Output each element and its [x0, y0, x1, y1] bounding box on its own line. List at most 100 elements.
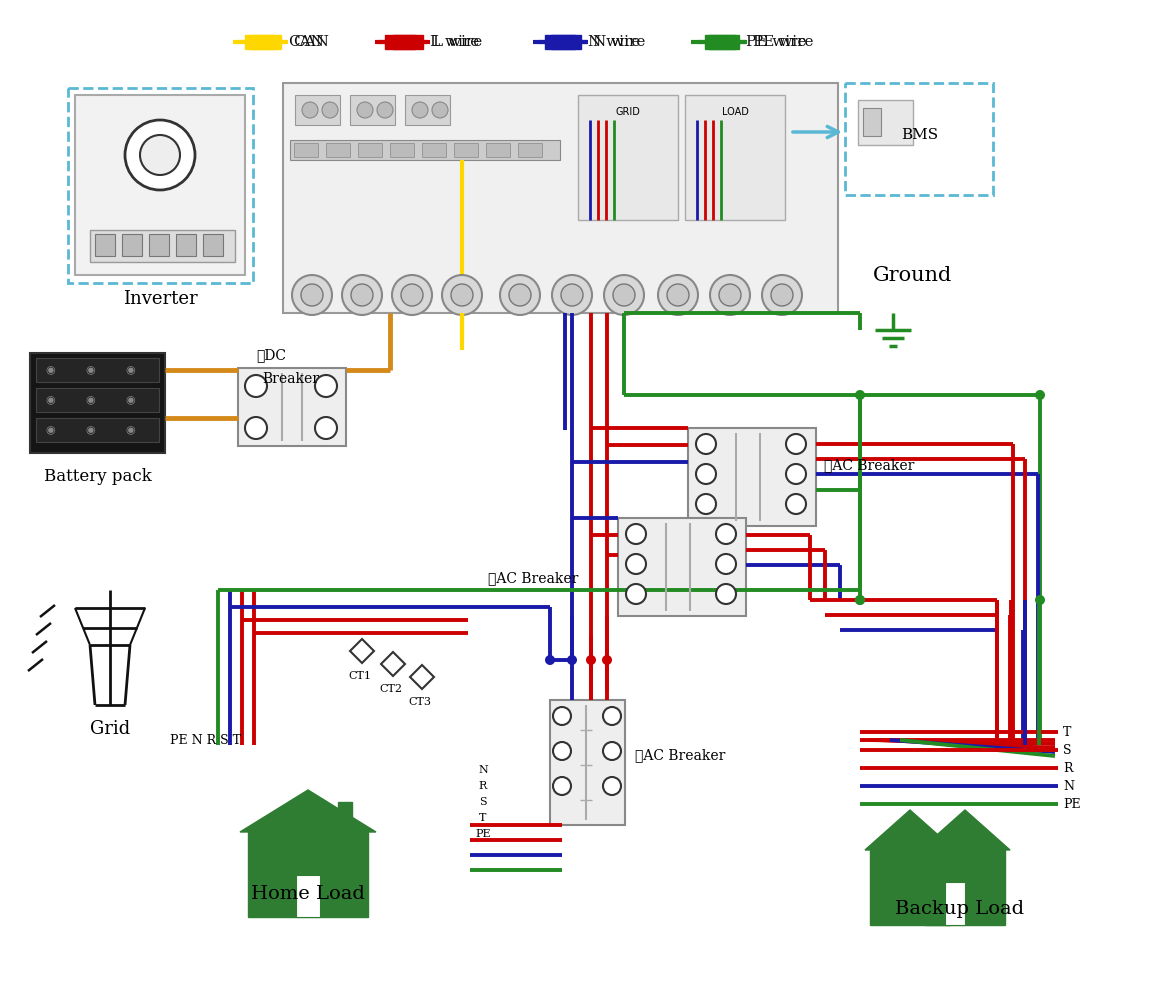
Text: ◉: ◉ [45, 395, 54, 405]
Text: L wire: L wire [433, 35, 482, 49]
Circle shape [626, 584, 646, 604]
Circle shape [351, 284, 373, 306]
Bar [36, 418, 159, 442]
Circle shape [302, 102, 318, 118]
Bar [863, 108, 880, 136]
Circle shape [561, 284, 583, 306]
Text: PE: PE [476, 829, 491, 839]
Text: Backup Load: Backup Load [896, 900, 1025, 918]
Circle shape [855, 390, 865, 400]
Circle shape [545, 655, 555, 665]
Text: T: T [1063, 726, 1071, 738]
Bar [95, 234, 115, 256]
Text: N: N [478, 765, 488, 775]
Bar [422, 143, 445, 157]
Circle shape [392, 275, 432, 315]
Text: CT2: CT2 [379, 684, 403, 694]
Polygon shape [410, 665, 434, 689]
Text: N: N [1063, 780, 1074, 792]
Text: ②AC Breaker: ②AC Breaker [824, 458, 914, 472]
Bar [358, 143, 382, 157]
Circle shape [855, 595, 865, 605]
Circle shape [658, 275, 698, 315]
Polygon shape [381, 652, 405, 676]
Circle shape [509, 284, 531, 306]
Circle shape [762, 275, 802, 315]
Bar [338, 802, 352, 832]
Bar [90, 230, 235, 262]
Polygon shape [351, 639, 374, 663]
Bar [578, 95, 678, 220]
Text: Breaker: Breaker [261, 372, 319, 386]
Bar [518, 143, 541, 157]
Bar [295, 95, 340, 125]
Bar [390, 143, 414, 157]
Bar [486, 143, 510, 157]
Circle shape [301, 284, 323, 306]
Text: S: S [1063, 744, 1071, 756]
Text: ④AC Breaker: ④AC Breaker [635, 748, 725, 762]
Bar [36, 358, 159, 382]
Circle shape [1036, 595, 1045, 605]
Circle shape [603, 777, 621, 795]
Text: ◉: ◉ [125, 425, 135, 435]
Bar [202, 234, 223, 256]
Bar [405, 95, 450, 125]
Circle shape [358, 102, 373, 118]
Circle shape [718, 284, 740, 306]
Circle shape [553, 777, 572, 795]
Circle shape [342, 275, 382, 315]
Text: GRID: GRID [616, 107, 641, 117]
Bar [393, 35, 423, 49]
Bar [618, 518, 746, 616]
Text: ◉: ◉ [125, 365, 135, 375]
Circle shape [771, 284, 793, 306]
Bar [858, 100, 913, 145]
Bar [945, 882, 965, 925]
Text: ◉: ◉ [86, 425, 95, 435]
Bar [75, 95, 245, 275]
Circle shape [666, 284, 690, 306]
Text: PE wire: PE wire [746, 35, 806, 49]
Circle shape [567, 655, 577, 665]
Circle shape [245, 417, 267, 439]
Circle shape [855, 595, 865, 605]
Text: CAN: CAN [293, 35, 329, 49]
Bar [551, 35, 581, 49]
Circle shape [553, 707, 572, 725]
Text: Ground: Ground [874, 266, 952, 285]
Text: R: R [479, 781, 487, 791]
Text: CAN: CAN [288, 35, 324, 49]
Circle shape [500, 275, 540, 315]
Bar [290, 140, 560, 160]
Circle shape [315, 417, 337, 439]
Polygon shape [920, 810, 1010, 850]
Circle shape [716, 584, 736, 604]
Bar [36, 388, 159, 412]
Bar [251, 35, 281, 49]
Text: CT3: CT3 [408, 697, 432, 707]
Circle shape [697, 494, 716, 514]
Polygon shape [865, 810, 955, 850]
Text: BMS: BMS [901, 128, 938, 142]
Text: ◉: ◉ [125, 395, 135, 405]
Bar [870, 850, 950, 925]
Bar [296, 875, 320, 917]
Polygon shape [239, 790, 376, 832]
Circle shape [604, 275, 644, 315]
Text: N wire: N wire [588, 35, 640, 49]
Text: L wire: L wire [430, 35, 479, 49]
Circle shape [602, 655, 612, 665]
Bar [283, 83, 838, 313]
Text: ◉: ◉ [45, 365, 54, 375]
Circle shape [322, 102, 338, 118]
Circle shape [553, 742, 572, 760]
Text: PE: PE [1063, 798, 1081, 810]
Bar [385, 35, 415, 49]
Circle shape [626, 554, 646, 574]
Bar [121, 234, 142, 256]
Text: CT1: CT1 [348, 671, 371, 681]
Circle shape [432, 102, 448, 118]
Bar [30, 353, 165, 453]
Bar [238, 368, 346, 446]
